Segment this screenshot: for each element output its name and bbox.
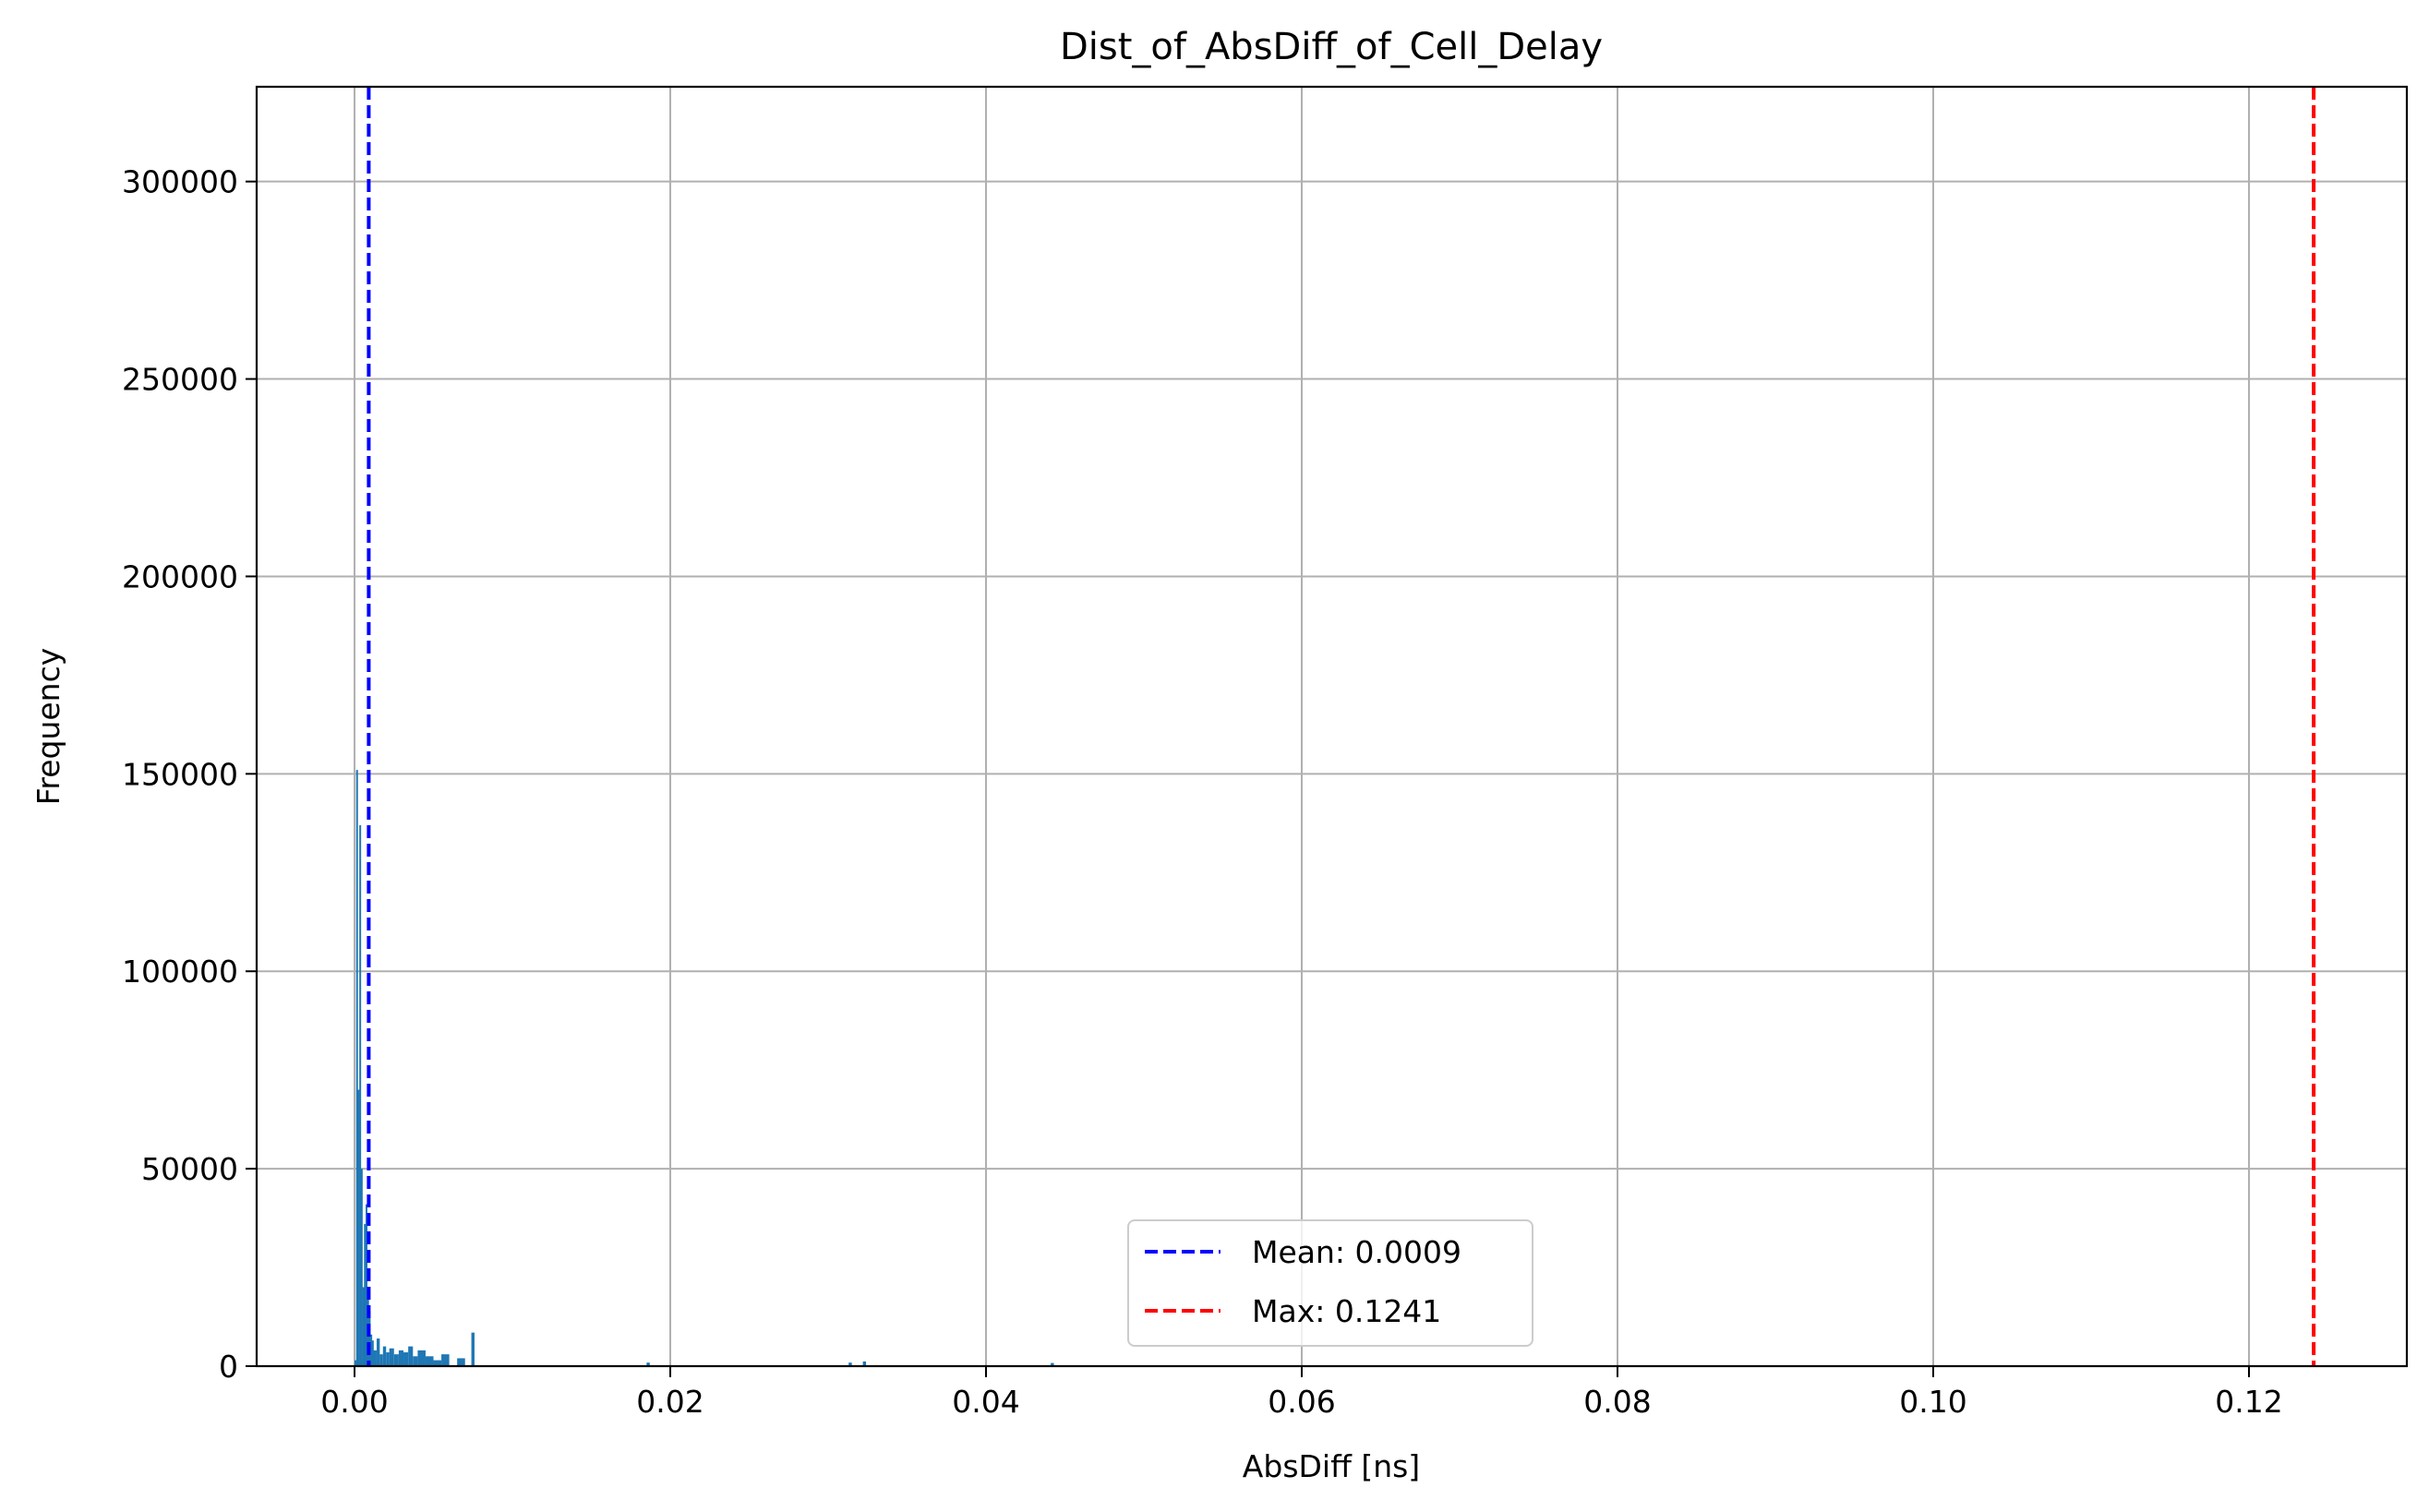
histogram-bar	[417, 1350, 426, 1366]
histogram-bar	[441, 1354, 450, 1366]
histogram-bar	[398, 1350, 404, 1366]
x-axis-ticks: 0.00 0.02 0.04 0.06 0.08 0.10 0.12	[320, 1366, 2283, 1420]
histogram-bar	[425, 1356, 434, 1366]
histogram-bar	[389, 1348, 394, 1366]
histogram-bar	[471, 1332, 475, 1366]
histogram-bar	[355, 1360, 357, 1366]
legend-box	[1127, 1219, 1533, 1347]
histogram-bar	[379, 1354, 383, 1366]
plot-frame	[255, 85, 2409, 1368]
histogram-bar	[371, 1340, 374, 1366]
histogram-bar	[360, 1169, 363, 1366]
histogram-bar	[376, 1338, 380, 1366]
legend-max-label: Max: 0.1241	[1252, 1293, 1441, 1329]
histogram-bar	[413, 1356, 418, 1366]
histogram-bar	[357, 1089, 360, 1366]
y-tick-label: 0	[219, 1349, 238, 1385]
x-tick-label: 0.02	[636, 1384, 703, 1420]
histogram-bar	[362, 1287, 365, 1366]
x-tick-label: 0.10	[1899, 1384, 1966, 1420]
reference-lines	[367, 87, 2316, 1366]
x-tick-label: 0.00	[320, 1384, 388, 1420]
histogram-bar	[862, 1361, 867, 1366]
y-tick-label: 150000	[122, 756, 238, 792]
histogram-bar	[433, 1360, 442, 1366]
y-tick-label: 50000	[141, 1151, 238, 1187]
histogram-bar	[386, 1352, 390, 1366]
histogram-bar	[646, 1362, 650, 1366]
x-tick-label: 0.12	[2215, 1384, 2282, 1420]
histogram-bar	[403, 1352, 409, 1366]
x-tick-label: 0.04	[952, 1384, 1019, 1420]
y-axis-label: Frequency	[30, 648, 66, 805]
histogram-bar	[1051, 1362, 1054, 1366]
histogram-bar	[364, 1224, 367, 1366]
histogram-bar	[365, 1204, 367, 1366]
x-tick-label: 0.06	[1268, 1384, 1335, 1420]
histogram-bars	[355, 770, 1054, 1366]
histogram-bar	[373, 1350, 377, 1366]
histogram-bar	[355, 770, 358, 1366]
y-tick-label: 250000	[122, 362, 238, 398]
histogram-bar	[848, 1362, 852, 1366]
histogram-bar	[408, 1346, 414, 1366]
y-axis-ticks: 0 50000 100000 150000 200000 250000 300000	[122, 164, 257, 1385]
x-axis-label: AbsDiff [ns]	[1243, 1448, 1420, 1484]
legend-mean-label: Mean: 0.0009	[1252, 1234, 1461, 1270]
legend: Mean: 0.0009 Max: 0.1241	[1127, 1219, 1533, 1347]
x-tick-label: 0.08	[1583, 1384, 1651, 1420]
histogram-bar	[457, 1358, 465, 1366]
histogram-bar	[368, 1311, 371, 1366]
y-tick-label: 200000	[122, 558, 238, 594]
histogram-bar	[382, 1346, 387, 1366]
histogram-bar	[359, 824, 362, 1366]
histogram-bar	[370, 1334, 373, 1366]
chart-title: Dist_of_AbsDiff_of_Cell_Delay	[1060, 26, 1603, 68]
y-tick-label: 100000	[122, 954, 238, 990]
histogram-bar	[393, 1354, 399, 1366]
y-tick-label: 300000	[122, 164, 238, 200]
